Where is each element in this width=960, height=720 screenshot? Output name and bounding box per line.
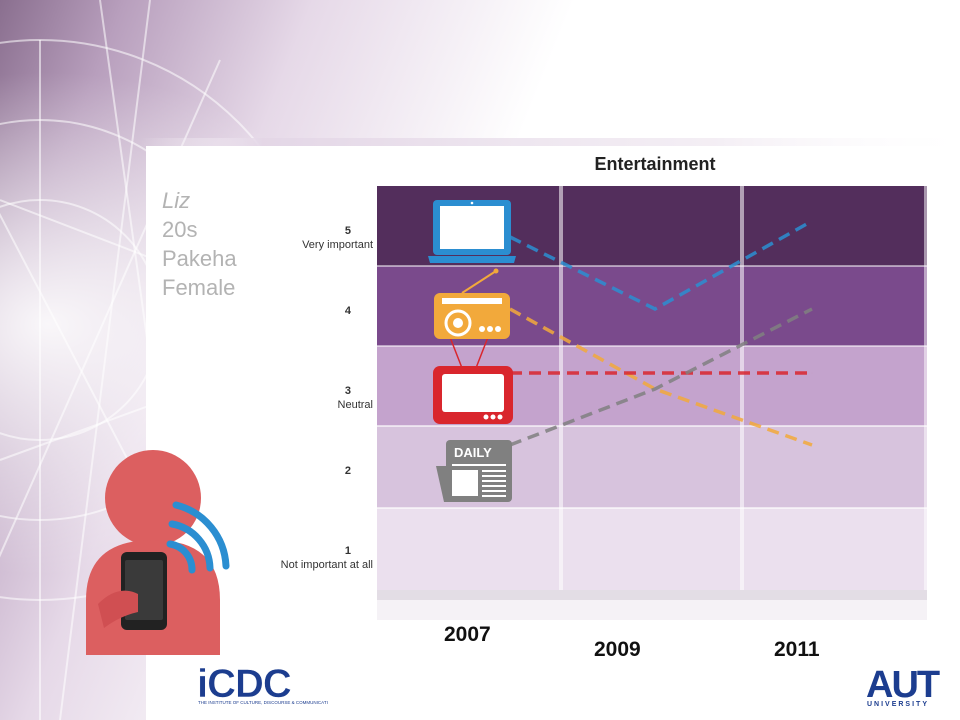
y-tick-4: 4 [233, 304, 373, 318]
y-tick-description: Not important at all [280, 559, 373, 571]
y-tick-5: 5 Very important [233, 224, 373, 252]
tv-icon [433, 366, 513, 424]
y-tick-description: Neutral [337, 399, 373, 411]
svg-text:AUT: AUT [866, 664, 940, 706]
y-tick-value: 5 [344, 225, 351, 237]
laptop-icon [428, 200, 516, 263]
icdc-logo: iCDC [196, 662, 324, 706]
y-tick-value: 4 [344, 305, 351, 317]
aut-logo: AUT [866, 664, 942, 706]
y-tick-description: Very important [302, 239, 373, 251]
series-line-radio [509, 307, 813, 447]
y-tick-3: 3 Neutral [233, 384, 373, 412]
column-separator [559, 186, 563, 592]
x-tick-2009: 2009 [594, 638, 641, 661]
y-tick-1: 1 Not important at all [233, 544, 373, 572]
icdc-subtitle: THE INSTITUTE OF CULTURE, DISCOURSE & CO… [198, 700, 328, 705]
chart-title: Entertainment [594, 154, 716, 174]
newspaper-icon: DAILY [436, 440, 512, 502]
x-tick-2011: 2011 [774, 638, 820, 661]
aut-subtitle: UNIVERSITY [866, 701, 929, 708]
radio-icon [434, 268, 510, 339]
y-tick-value: 3 [344, 385, 351, 397]
persona-ethnicity: Pakeha [162, 246, 237, 271]
y-tick-value: 1 [344, 545, 351, 557]
persona-name: Liz [162, 188, 191, 213]
y-tick-2: 2 [233, 464, 373, 478]
persona-age: 20s [162, 217, 198, 242]
persona-card: Liz 20s Pakeha Female [162, 186, 237, 302]
svg-text:DAILY: DAILY [454, 445, 492, 460]
persona-gender: Female [162, 275, 236, 300]
column-separator [740, 186, 744, 592]
band-not-important [377, 508, 927, 590]
svg-text:iCDC: iCDC [197, 662, 291, 706]
person-on-phone-icon [86, 450, 230, 655]
y-tick-value: 2 [344, 465, 351, 477]
x-tick-2007: 2007 [444, 623, 491, 646]
